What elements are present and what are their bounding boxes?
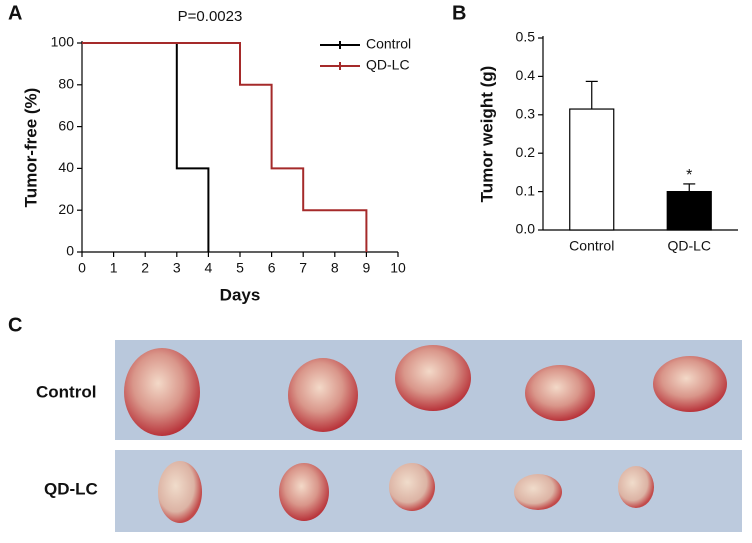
- tumor: [124, 348, 200, 436]
- x-tick-label: 10: [390, 260, 406, 276]
- x-tick-label: 1: [110, 260, 118, 276]
- y-tick-label: 0.5: [516, 29, 536, 45]
- y-tick-label: 100: [51, 34, 75, 50]
- panel-label: C: [8, 314, 22, 336]
- x-tick-label: 2: [141, 260, 149, 276]
- tumor: [525, 365, 595, 421]
- series-line: [82, 42, 210, 252]
- panel-label: B: [452, 2, 466, 24]
- y-tick-label: 0.4: [516, 67, 536, 83]
- row-label: Control: [36, 382, 96, 401]
- y-tick-label: 20: [58, 201, 74, 217]
- row-label: QD-LC: [44, 479, 98, 498]
- x-tick-label: QD-LC: [667, 238, 711, 254]
- tumor: [158, 461, 202, 523]
- tumor: [288, 358, 358, 432]
- x-axis-label: Days: [220, 285, 261, 304]
- x-tick-label: 0: [78, 260, 86, 276]
- x-tick-label: 9: [363, 260, 371, 276]
- tumor: [618, 466, 654, 508]
- bar: [666, 191, 712, 231]
- x-tick-label: Control: [569, 238, 614, 254]
- bar: [569, 108, 615, 231]
- tumor: [514, 474, 562, 510]
- x-tick-label: 3: [173, 260, 181, 276]
- x-tick-label: 7: [299, 260, 307, 276]
- y-tick-label: 40: [58, 159, 74, 175]
- y-axis-label: Tumor weight (g): [477, 66, 496, 203]
- photo-panel: Control QD-LC: [36, 340, 742, 532]
- y-tick-label: 0.0: [516, 221, 536, 237]
- series-line: [82, 42, 368, 252]
- tumor: [389, 463, 435, 511]
- y-tick-label: 0.3: [516, 106, 536, 122]
- y-tick-label: 0: [66, 243, 74, 259]
- legend-label: Control: [366, 36, 411, 52]
- x-tick-label: 6: [268, 260, 276, 276]
- x-tick-label: 4: [205, 260, 213, 276]
- y-tick-label: 0.2: [516, 144, 536, 160]
- x-tick-label: 8: [331, 260, 339, 276]
- y-tick-label: 80: [58, 76, 74, 92]
- annotation: *: [686, 167, 692, 184]
- tumor: [653, 356, 727, 412]
- legend-label: QD-LC: [366, 57, 410, 73]
- y-axis-label: Tumor-free (%): [21, 88, 40, 208]
- tumor: [279, 463, 329, 521]
- y-tick-label: 0.1: [516, 182, 536, 198]
- y-tick-label: 60: [58, 117, 74, 133]
- panel-label: A: [8, 2, 22, 24]
- annotation: P=0.0023: [178, 8, 243, 25]
- tumor: [395, 345, 471, 411]
- x-tick-label: 5: [236, 260, 244, 276]
